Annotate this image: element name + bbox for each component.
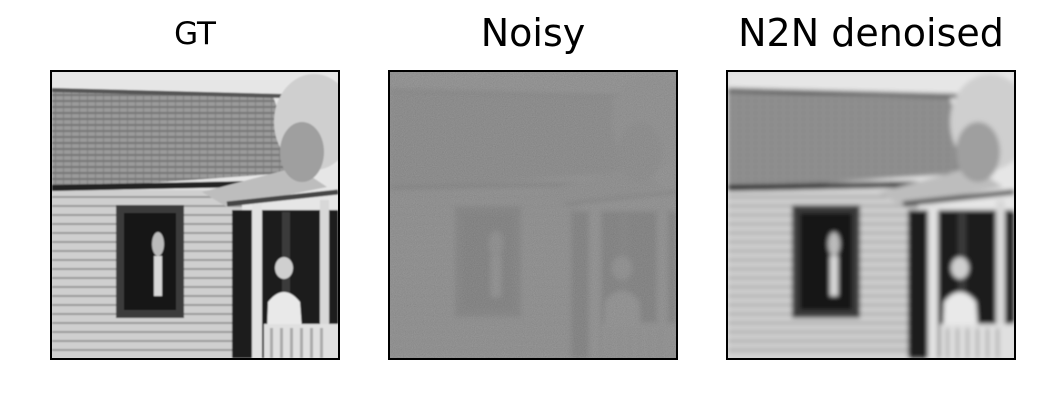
gt-image (50, 70, 340, 360)
panel-title-gt: GT (174, 16, 216, 52)
panel-title-n2n-denoised: N2N denoised (738, 11, 1004, 55)
panel-title-noisy: Noisy (480, 11, 586, 55)
noisy-image (388, 70, 678, 360)
panel-n2n-denoised: N2N denoised (726, 0, 1016, 405)
panel-noisy: Noisy (388, 0, 678, 405)
n2n-denoised-image (726, 70, 1016, 360)
panel-gt: GT (50, 0, 340, 405)
